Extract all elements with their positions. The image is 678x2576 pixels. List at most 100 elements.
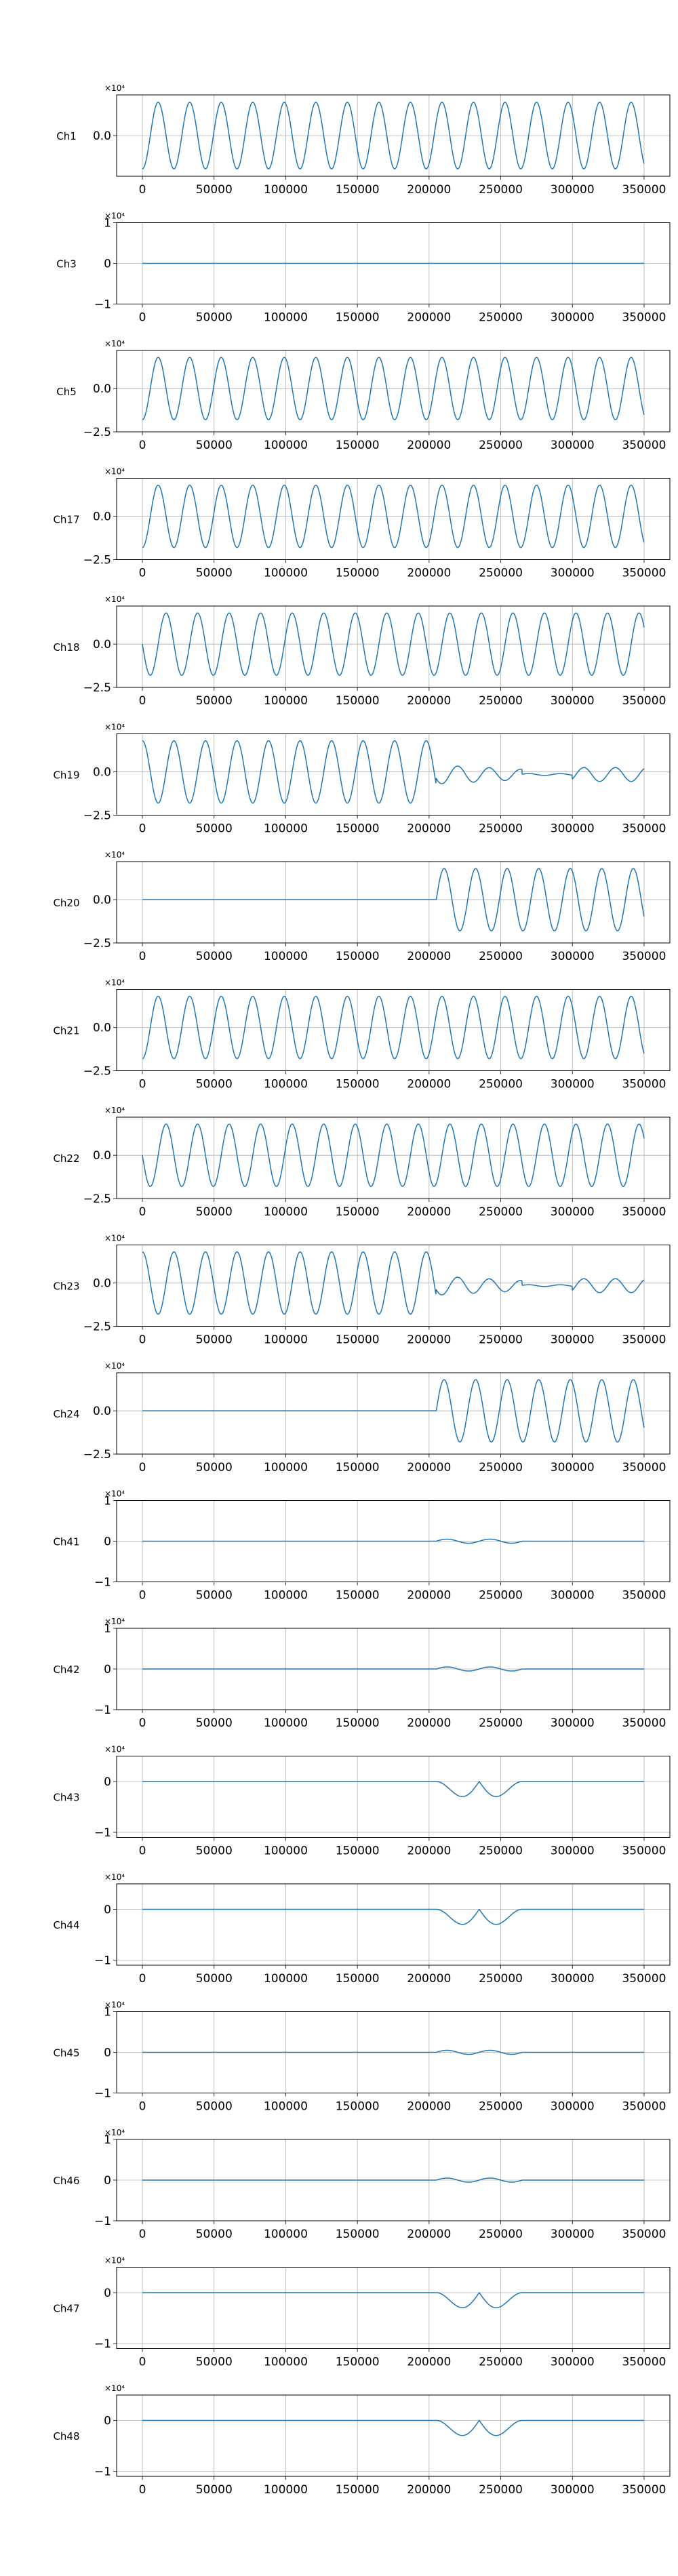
- x-tick-label: 100000: [264, 1716, 308, 1730]
- x-tick-label: 0: [139, 567, 146, 580]
- panel-ch1: 0 50000 100000 150000 200000 250000 300000 3500…: [56, 83, 671, 197]
- scale-exponent-label: ×10⁴: [104, 467, 125, 477]
- panel-ch18: 0 50000 100000 150000 200000 250000 300000 3500…: [53, 595, 671, 708]
- x-tick-label: 0: [139, 439, 146, 452]
- x-tick-label: 150000: [336, 567, 380, 580]
- y-axis-label: Ch3: [56, 258, 77, 270]
- x-tick-label: 250000: [479, 2483, 523, 2497]
- y-tick-label: 0.0: [93, 893, 111, 907]
- x-tick-label: 250000: [479, 1461, 523, 1474]
- y-tick-label: −2.5: [83, 937, 111, 950]
- x-tick-label: 150000: [336, 694, 380, 708]
- x-tick-label: 100000: [264, 439, 308, 452]
- x-tick-label: 300000: [551, 2483, 595, 2497]
- y-tick-label: 0.0: [93, 1022, 111, 1035]
- scale-exponent-label: ×10⁴: [104, 978, 125, 988]
- y-tick-label: 0.0: [93, 766, 111, 780]
- y-tick-label: 0.0: [93, 1405, 111, 1418]
- panel-ch22: 0 50000 100000 150000 200000 250000 300000 3500…: [53, 1106, 671, 1219]
- series-line-ch42: [142, 1666, 645, 1672]
- x-tick-label: 200000: [407, 1461, 451, 1474]
- x-tick-label: 200000: [407, 439, 451, 452]
- x-tick-label: 300000: [551, 183, 595, 197]
- series-line-ch18: [142, 612, 645, 676]
- x-tick-label: 100000: [264, 2100, 308, 2114]
- x-tick-label: 150000: [336, 439, 380, 452]
- x-tick-label: 200000: [407, 1972, 451, 1986]
- x-tick-label: 200000: [407, 311, 451, 325]
- series-line-ch48: [142, 2419, 645, 2436]
- scale-exponent-label: ×10⁴: [104, 1106, 125, 1115]
- x-tick-label: 50000: [196, 1333, 233, 1347]
- panel-ch24: 0 50000 100000 150000 200000 250000 300000 3500…: [53, 1361, 671, 1474]
- plot-frame-ch17: [116, 478, 671, 560]
- x-tick-label: 0: [139, 183, 146, 197]
- y-tick-label: 0: [104, 258, 111, 271]
- x-tick-label: 50000: [196, 439, 233, 452]
- x-tick-label: 50000: [196, 2483, 233, 2497]
- x-tick-label: 0: [139, 1078, 146, 1091]
- x-tick-label: 150000: [336, 183, 380, 197]
- series-line-ch44: [142, 1908, 645, 1925]
- x-tick-label: 50000: [196, 567, 233, 580]
- y-axis-label: Ch22: [53, 1152, 79, 1165]
- y-tick-label: −1: [94, 1954, 111, 1968]
- x-tick-label: 100000: [264, 1333, 308, 1347]
- series-line-ch22: [142, 1123, 645, 1187]
- x-tick-label: 100000: [264, 567, 308, 580]
- y-tick-label: −2.5: [83, 426, 111, 439]
- y-tick-label: 0.0: [93, 1277, 111, 1291]
- x-tick-label: 350000: [622, 2100, 666, 2114]
- x-tick-label: 0: [139, 1461, 146, 1474]
- x-tick-label: 300000: [551, 2228, 595, 2241]
- x-tick-label: 150000: [336, 1972, 380, 1986]
- scale-exponent-label: ×10⁴: [104, 2128, 125, 2137]
- x-tick-label: 100000: [264, 2356, 308, 2369]
- x-tick-label: 200000: [407, 950, 451, 963]
- x-tick-label: 150000: [336, 1589, 380, 1603]
- y-axis-label: Ch5: [56, 386, 77, 398]
- scale-exponent-label: ×10⁴: [104, 83, 125, 93]
- x-tick-label: 250000: [479, 2356, 523, 2369]
- y-tick-label: 0: [104, 1904, 111, 1917]
- series-line-ch45: [142, 2049, 645, 2055]
- x-tick-label: 300000: [551, 822, 595, 836]
- x-tick-label: 150000: [336, 2228, 380, 2241]
- x-tick-label: 100000: [264, 1589, 308, 1603]
- x-tick-label: 100000: [264, 694, 308, 708]
- y-tick-label: −1: [94, 2466, 111, 2479]
- y-axis-label: Ch19: [53, 769, 79, 782]
- x-tick-label: 300000: [551, 2356, 595, 2369]
- x-tick-label: 150000: [336, 311, 380, 325]
- plot-frame-ch47: [116, 2267, 671, 2349]
- y-tick-label: −1: [94, 2337, 111, 2351]
- x-tick-label: 300000: [551, 1845, 595, 1858]
- x-tick-label: 100000: [264, 1845, 308, 1858]
- y-axis-label: Ch46: [53, 2175, 79, 2187]
- x-tick-label: 150000: [336, 2483, 380, 2497]
- x-tick-label: 100000: [264, 1205, 308, 1219]
- panel-ch47: 0 50000 100000 150000 200000 250000 300000 3500…: [53, 2256, 671, 2369]
- x-tick-label: 100000: [264, 183, 308, 197]
- x-tick-label: 350000: [622, 1078, 666, 1091]
- y-axis-label: Ch20: [53, 897, 79, 909]
- x-tick-label: 50000: [196, 2100, 233, 2114]
- x-tick-label: 300000: [551, 2100, 595, 2114]
- scale-exponent-label: ×10⁴: [104, 1234, 125, 1243]
- x-tick-label: 250000: [479, 1972, 523, 1986]
- x-tick-label: 300000: [551, 1972, 595, 1986]
- panel-ch45: 0 50000 100000 150000 200000 250000 300000 3500…: [53, 2000, 671, 2114]
- series-line-ch47: [142, 2292, 645, 2308]
- x-tick-label: 350000: [622, 694, 666, 708]
- x-tick-label: 350000: [622, 1589, 666, 1603]
- panel-ch41: 0 50000 100000 150000 200000 250000 300000 3500…: [53, 1489, 671, 1603]
- x-tick-label: 250000: [479, 1716, 523, 1730]
- x-tick-label: 0: [139, 1716, 146, 1730]
- series-line-ch43: [142, 1781, 645, 1797]
- x-tick-label: 50000: [196, 183, 233, 197]
- x-tick-label: 0: [139, 2356, 146, 2369]
- x-tick-label: 0: [139, 1205, 146, 1219]
- panel-ch3: 0 50000 100000 150000 200000 250000 300000 3500…: [56, 212, 671, 325]
- x-tick-label: 250000: [479, 2100, 523, 2114]
- x-tick-label: 0: [139, 311, 146, 325]
